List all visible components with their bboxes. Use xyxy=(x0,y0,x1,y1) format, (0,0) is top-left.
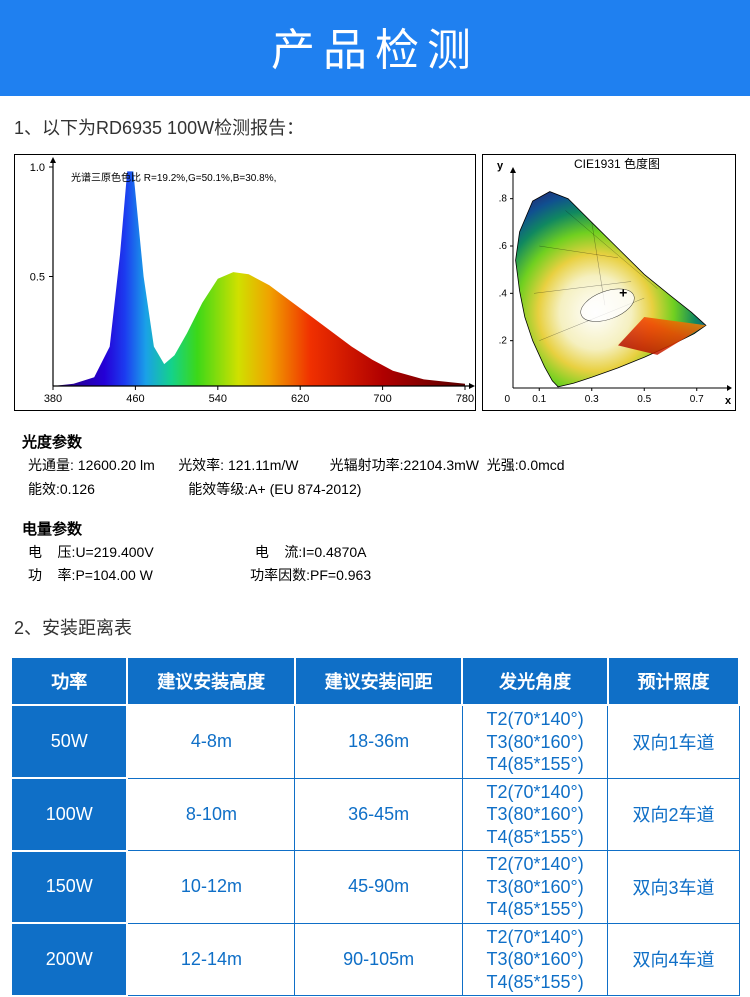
table-row: 100W8-10m36-45mT2(70*140°)T3(80*160°)T4(… xyxy=(11,778,739,851)
svg-text:.6: .6 xyxy=(499,241,508,252)
cell-1-3: T2(70*140°)T3(80*160°)T4(85*155°) xyxy=(462,778,608,851)
elec-line1: 电 压:U=219.400V 电 流:I=0.4870A xyxy=(22,541,732,565)
cell-2-4: 双向3车道 xyxy=(608,851,739,924)
svg-text:0: 0 xyxy=(504,394,510,405)
svg-text:x: x xyxy=(725,395,732,407)
section1-intro: 1、以下为RD6935 100W检测报告： xyxy=(0,96,750,148)
cie-svg: CIE1931 色度图 y x 0 0.1 0.3 0.5 0.7 .2 .4 .6 .8 + xyxy=(483,155,735,410)
svg-text:.4: .4 xyxy=(499,288,508,299)
cie-chart: CIE1931 色度图 y x 0 0.1 0.3 0.5 0.7 .2 .4 .6 .8 + xyxy=(482,154,736,411)
cell-2-1: 10-12m xyxy=(127,851,294,924)
svg-text:0.3: 0.3 xyxy=(585,394,599,405)
cell-0-4: 双向1车道 xyxy=(608,705,739,778)
svg-text:y: y xyxy=(497,160,504,172)
svg-text:460: 460 xyxy=(126,393,144,405)
class: 能效等级:A+ (EU 874-2012) xyxy=(188,478,361,502)
cell-2-2: 45-90m xyxy=(295,851,462,924)
table-header-row: 功率建议安装高度建议安装间距发光角度预计照度 xyxy=(11,657,739,705)
lumen: 光通量: 12600.20 lm xyxy=(28,454,155,478)
cell-2-3: T2(70*140°)T3(80*160°)T4(85*155°) xyxy=(462,851,608,924)
table-body: 50W4-8m18-36mT2(70*140°)T3(80*160°)T4(85… xyxy=(11,705,739,996)
current: 电 流:I=0.4870A xyxy=(255,541,367,565)
svg-text:380: 380 xyxy=(44,393,62,405)
spectrum-chart: 380 460 540 620 700 780 0.5 1.0 光谱三原色色比 R=19.2%,… xyxy=(14,154,476,411)
svg-text:540: 540 xyxy=(209,393,227,405)
install-table: 功率建议安装高度建议安装间距发光角度预计照度 50W4-8m18-36mT2(7… xyxy=(10,656,740,997)
table-row: 50W4-8m18-36mT2(70*140°)T3(80*160°)T4(85… xyxy=(11,705,739,778)
cell-3-2: 90-105m xyxy=(295,923,462,996)
svg-text:CIE1931 色度图: CIE1931 色度图 xyxy=(574,156,660,171)
cell-3-0: 200W xyxy=(11,923,127,996)
svg-text:0.1: 0.1 xyxy=(532,394,546,405)
photo-heading: 光度参数 xyxy=(22,431,732,452)
cell-3-4: 双向4车道 xyxy=(608,923,739,996)
col-4: 预计照度 xyxy=(608,657,739,705)
svg-text:780: 780 xyxy=(456,393,474,405)
photo-line1: 光通量: 12600.20 lm 光效率: 121.11m/W 光辐射功率:22… xyxy=(22,454,732,478)
cell-3-1: 12-14m xyxy=(127,923,294,996)
svg-text:620: 620 xyxy=(291,393,309,405)
efficiency: 能效:0.126 xyxy=(28,478,95,502)
spectrum-svg: 380 460 540 620 700 780 0.5 1.0 光谱三原色色比 R=19.2%,… xyxy=(15,155,475,410)
elec-heading: 电量参数 xyxy=(22,518,732,539)
svg-text:0.5: 0.5 xyxy=(30,272,45,284)
cell-1-0: 100W xyxy=(11,778,127,851)
svg-text:.2: .2 xyxy=(499,336,508,347)
cell-0-0: 50W xyxy=(11,705,127,778)
photometric-params: 光度参数 光通量: 12600.20 lm 光效率: 121.11m/W 光辐射… xyxy=(0,421,750,508)
table-row: 150W10-12m45-90mT2(70*140°)T3(80*160°)T4… xyxy=(11,851,739,924)
svg-text:700: 700 xyxy=(373,393,391,405)
charts-row: 380 460 540 620 700 780 0.5 1.0 光谱三原色色比 R=19.2%,… xyxy=(0,148,750,421)
svg-text:0.7: 0.7 xyxy=(690,394,704,405)
table-row: 200W12-14m90-105mT2(70*140°)T3(80*160°)T… xyxy=(11,923,739,996)
cell-1-1: 8-10m xyxy=(127,778,294,851)
voltage: 电 压:U=219.400V xyxy=(28,541,154,565)
intensity: 光强:0.0mcd xyxy=(487,454,565,478)
svg-text:光谱三原色色比 R=19.2%,G=50.1%,B=30.: 光谱三原色色比 R=19.2%,G=50.1%,B=30.8%, xyxy=(71,171,276,184)
page: 产品检测 1、以下为RD6935 100W检测报告： 380 460 540 620 7… xyxy=(0,0,750,997)
col-3: 发光角度 xyxy=(462,657,608,705)
radiant: 光辐射功率:22104.3mW xyxy=(330,454,479,478)
page-title: 产品检测 xyxy=(271,26,479,75)
elec-line2: 功 率:P=104.00 W 功率因数:PF=0.963 xyxy=(22,564,732,588)
cell-0-1: 4-8m xyxy=(127,705,294,778)
cell-1-4: 双向2车道 xyxy=(608,778,739,851)
electrical-params: 电量参数 电 压:U=219.400V 电 流:I=0.4870A 功 率:P=… xyxy=(0,508,750,595)
cell-3-3: T2(70*140°)T3(80*160°)T4(85*155°) xyxy=(462,923,608,996)
col-0: 功率 xyxy=(11,657,127,705)
efficacy: 光效率: 121.11m/W xyxy=(178,454,298,478)
photo-line2: 能效:0.126 能效等级:A+ (EU 874-2012) xyxy=(22,478,732,502)
col-2: 建议安装间距 xyxy=(295,657,462,705)
section2-intro: 2、安装距离表 xyxy=(0,594,750,648)
header-bar: 产品检测 xyxy=(0,0,750,96)
svg-text:.8: .8 xyxy=(499,194,508,205)
svg-text:0.5: 0.5 xyxy=(637,394,651,405)
cell-0-2: 18-36m xyxy=(295,705,462,778)
pf: 功率因数:PF=0.963 xyxy=(250,564,371,588)
cell-1-2: 36-45m xyxy=(295,778,462,851)
svg-text:1.0: 1.0 xyxy=(30,162,45,174)
svg-text:+: + xyxy=(619,284,627,300)
cell-0-3: T2(70*140°)T3(80*160°)T4(85*155°) xyxy=(462,705,608,778)
col-1: 建议安装高度 xyxy=(127,657,294,705)
power: 功 率:P=104.00 W xyxy=(28,564,153,588)
cell-2-0: 150W xyxy=(11,851,127,924)
